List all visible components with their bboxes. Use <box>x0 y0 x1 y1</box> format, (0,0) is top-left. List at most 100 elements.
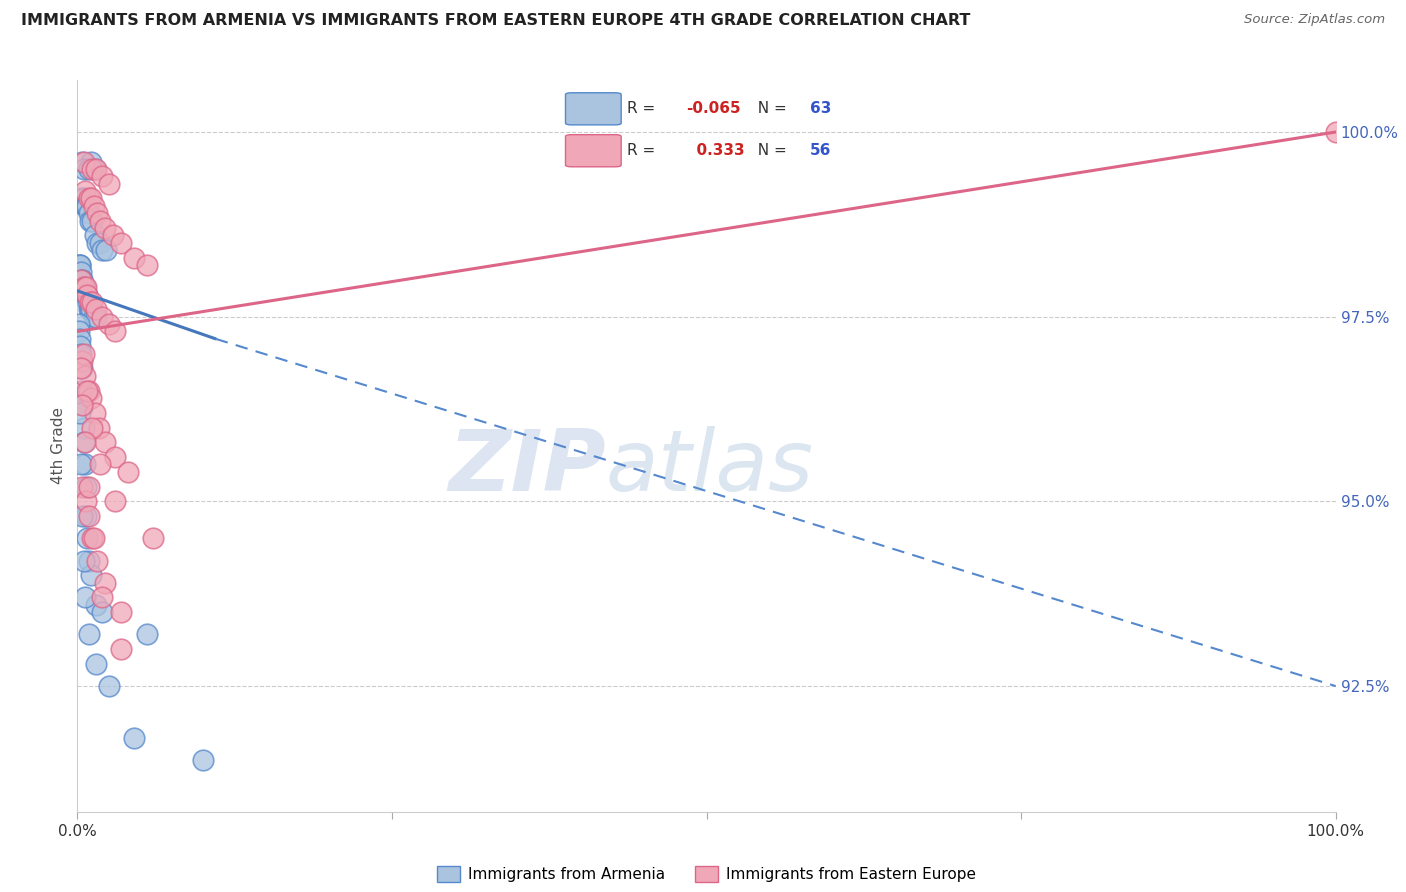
Point <box>89 235 111 250</box>
Point <box>84 228 107 243</box>
Point <box>77 206 100 220</box>
Point <box>70 458 93 472</box>
Point <box>70 273 93 287</box>
Point <box>72 354 94 368</box>
Point <box>86 553 108 567</box>
Point <box>80 568 103 582</box>
Point <box>70 273 93 287</box>
Point <box>67 317 90 331</box>
Point <box>73 199 96 213</box>
Point <box>76 532 98 546</box>
Point <box>72 480 94 494</box>
Point <box>75 280 97 294</box>
Point <box>82 294 104 309</box>
Text: IMMIGRANTS FROM ARMENIA VS IMMIGRANTS FROM EASTERN EUROPE 4TH GRADE CORRELATION : IMMIGRANTS FROM ARMENIA VS IMMIGRANTS FR… <box>21 13 970 29</box>
Point <box>69 258 91 272</box>
Point <box>97 317 120 331</box>
Point <box>80 302 103 317</box>
Point <box>84 161 107 176</box>
Y-axis label: 4th Grade: 4th Grade <box>51 408 66 484</box>
Point <box>117 465 139 479</box>
Point <box>77 192 100 206</box>
Point <box>91 169 114 184</box>
Point <box>84 161 107 176</box>
Point <box>67 325 90 339</box>
Point <box>72 420 94 434</box>
Point <box>72 384 94 398</box>
Point <box>94 575 117 590</box>
Point <box>75 287 97 301</box>
Point <box>67 258 90 272</box>
Point <box>82 532 104 546</box>
Point <box>72 154 94 169</box>
Point <box>72 553 94 567</box>
Point <box>91 244 114 258</box>
Point <box>80 391 103 405</box>
Point <box>72 273 94 287</box>
Point <box>77 509 100 524</box>
Point <box>72 509 94 524</box>
Point <box>77 553 100 567</box>
Point <box>135 627 157 641</box>
Text: -0.065: -0.065 <box>686 102 741 116</box>
Point <box>80 154 103 169</box>
Point <box>75 494 97 508</box>
Point <box>73 280 96 294</box>
Point <box>72 280 94 294</box>
Point <box>91 605 114 619</box>
Point <box>73 435 96 450</box>
Point <box>72 154 94 169</box>
Text: atlas: atlas <box>606 426 814 509</box>
Point <box>110 235 132 250</box>
Point <box>73 435 96 450</box>
Point <box>76 384 98 398</box>
Point <box>104 450 127 464</box>
Point <box>73 591 96 605</box>
Point <box>73 458 96 472</box>
Point <box>86 206 108 220</box>
Point <box>77 384 100 398</box>
Point <box>97 177 120 191</box>
Text: Source: ZipAtlas.com: Source: ZipAtlas.com <box>1244 13 1385 27</box>
Point <box>83 310 105 324</box>
Point <box>79 213 101 227</box>
Text: N =: N = <box>748 102 792 116</box>
Point <box>70 192 93 206</box>
Point <box>89 213 111 227</box>
Point <box>97 679 120 693</box>
Point <box>79 302 101 317</box>
Point <box>91 591 114 605</box>
Point <box>76 287 98 301</box>
Point <box>70 265 93 279</box>
Point <box>76 199 98 213</box>
Point <box>89 458 111 472</box>
Point <box>86 235 108 250</box>
Point <box>70 346 93 360</box>
Point <box>69 332 91 346</box>
Point <box>82 213 104 227</box>
Point <box>70 361 93 376</box>
Text: R =: R = <box>627 144 661 158</box>
Point <box>87 420 110 434</box>
Point <box>84 657 107 671</box>
Point <box>72 192 94 206</box>
Point <box>135 258 157 272</box>
Point <box>94 221 117 235</box>
Text: R =: R = <box>627 102 661 116</box>
Point <box>110 605 132 619</box>
Point <box>69 406 91 420</box>
Point <box>82 420 104 434</box>
Point <box>72 398 94 412</box>
Point <box>94 435 117 450</box>
Point <box>96 244 118 258</box>
Point <box>101 228 124 243</box>
Legend: Immigrants from Armenia, Immigrants from Eastern Europe: Immigrants from Armenia, Immigrants from… <box>432 860 981 888</box>
Point <box>70 361 93 376</box>
Point <box>76 287 98 301</box>
Point <box>84 598 107 612</box>
Point <box>77 294 100 309</box>
Point <box>72 346 94 360</box>
Point <box>91 310 114 324</box>
Point <box>72 161 94 176</box>
Point <box>122 731 145 745</box>
